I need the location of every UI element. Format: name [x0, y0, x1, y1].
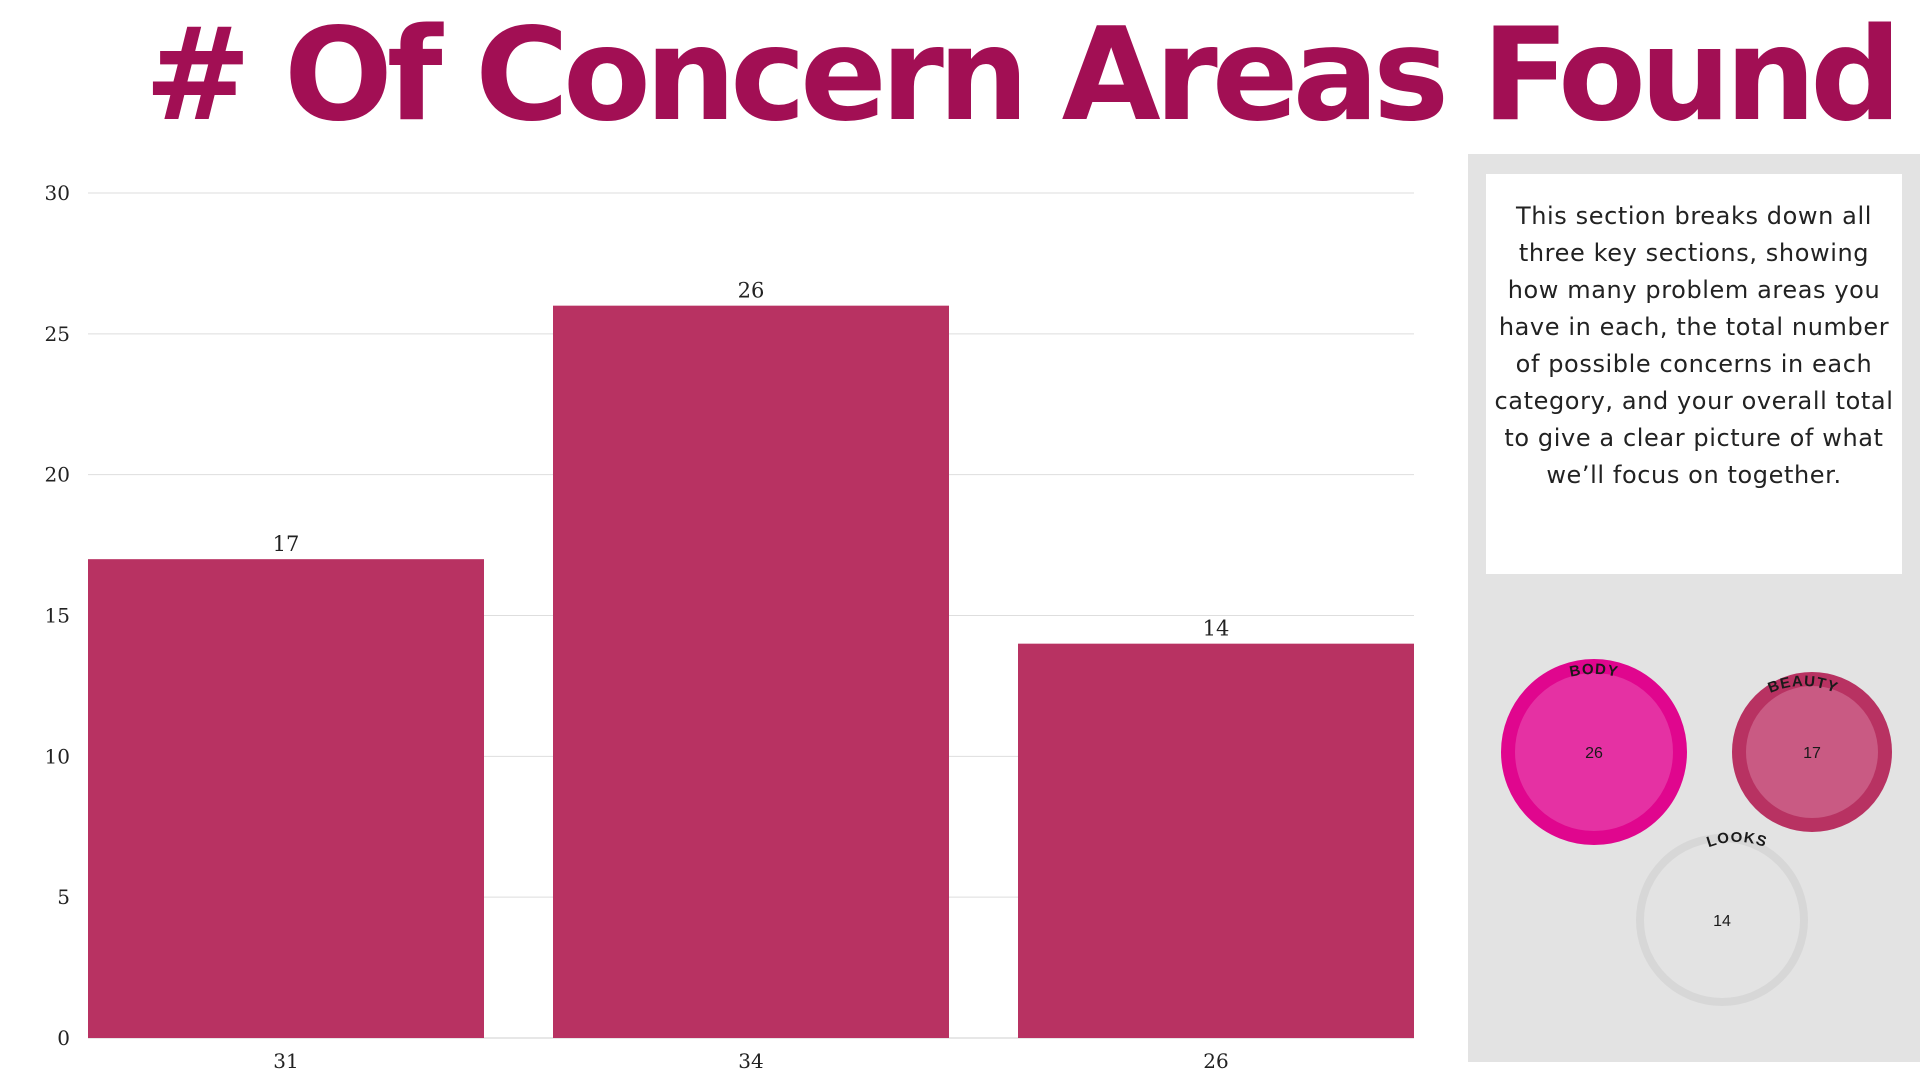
circle-beauty-shape [1739, 679, 1885, 825]
bar [1018, 643, 1414, 1038]
description-box: This section breaks down all three key s… [1486, 174, 1902, 574]
circle-looks: LOOKS 14 [1636, 829, 1808, 1006]
circle-looks-shape [1640, 838, 1804, 1002]
y-tick-label: 30 [45, 181, 70, 205]
circle-beauty-label: BEAUTY [1766, 673, 1841, 697]
data-label: 17 [273, 532, 300, 556]
x-tick-label: 26 [1203, 1049, 1228, 1073]
circle-looks-value: 14 [1713, 913, 1731, 930]
circle-beauty: BEAUTY 17 [1732, 672, 1892, 832]
data-label: 14 [1203, 617, 1230, 641]
y-tick-label: 10 [45, 744, 70, 768]
y-tick-label: 15 [45, 604, 70, 628]
bar [553, 305, 949, 1039]
circle-body-value: 26 [1585, 745, 1603, 762]
circle-body-label: BODY [1568, 661, 1620, 681]
x-tick-label: 31 [273, 1049, 298, 1073]
y-tick-label: 0 [57, 1026, 70, 1050]
page-title: # Of Concern Areas Found [144, 1, 1902, 150]
circle-body-shape [1508, 666, 1680, 838]
y-tick-label: 25 [45, 322, 70, 346]
circle-body: BODY 26 [1501, 659, 1687, 845]
description-text: This section breaks down all three key s… [1494, 202, 1894, 489]
circle-looks-label: LOOKS [1705, 829, 1770, 851]
circle-body-ring [1501, 659, 1687, 845]
bar-chart: 0 5 10 15 20 25 30 17 31 26 34 14 26 [45, 181, 1414, 1073]
y-tick-label: 5 [57, 885, 70, 909]
circle-looks-ring [1636, 834, 1808, 1006]
x-tick-label: 34 [738, 1049, 763, 1073]
y-tick-label: 20 [45, 463, 70, 487]
circle-beauty-ring [1732, 672, 1892, 832]
category-circles: BODY 26 BEAUTY 17 LOOKS 14 [1501, 659, 1892, 1006]
circle-beauty-value: 17 [1803, 745, 1821, 762]
bar [88, 559, 484, 1038]
data-label: 26 [738, 279, 765, 303]
